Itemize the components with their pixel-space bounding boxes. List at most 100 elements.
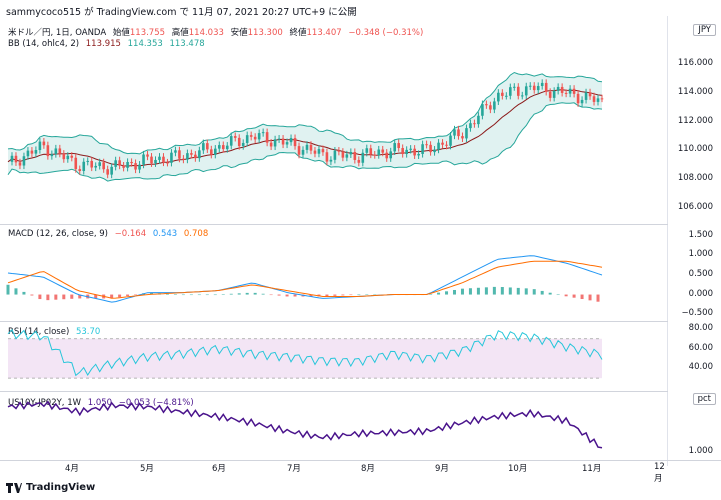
bb-basis-line [7, 89, 603, 167]
candle [353, 152, 357, 160]
candle [10, 155, 14, 162]
candle [473, 123, 476, 125]
candle [568, 88, 572, 94]
candle [441, 142, 444, 145]
candle [186, 153, 189, 160]
candle [425, 144, 428, 146]
macd-histogram-bar [285, 294, 289, 297]
candle [217, 145, 221, 149]
candle [74, 157, 78, 170]
macd-signal-value: 0.708 [183, 229, 209, 239]
footer-brand: TradingView [26, 482, 96, 493]
symbol-name[interactable]: 米ドル／円, 1日, OANDA [8, 28, 107, 38]
time-axis-label: 6月 [212, 464, 226, 474]
macd-histogram-bar [94, 294, 98, 299]
candle [333, 150, 337, 160]
macd-tick-label: 1.000 [688, 249, 713, 260]
candle [580, 99, 584, 104]
high-label: 高値 [171, 28, 189, 38]
candle [194, 154, 197, 159]
macd-histogram-bar [484, 287, 488, 295]
candle [437, 142, 440, 150]
candle [305, 144, 309, 150]
macd-histogram-bar [150, 292, 154, 295]
candle [600, 98, 604, 100]
candle [584, 92, 588, 100]
pct-badge[interactable]: pct [692, 393, 716, 405]
candle [261, 132, 265, 134]
macd-histogram-bar [524, 288, 528, 295]
candle [190, 153, 193, 155]
spread-name[interactable]: US10Y-JP02Y, 1W [8, 398, 82, 408]
candle [405, 149, 408, 155]
time-axis[interactable]: 4月 5月 6月 7月 8月 9月 10月 11月 12月 [0, 462, 668, 484]
candle [130, 161, 133, 164]
candle [154, 159, 157, 164]
candle [365, 148, 369, 153]
candle [536, 86, 540, 91]
macd-signal-line [7, 260, 603, 299]
pane-separator-spread[interactable] [0, 391, 668, 392]
macd-histogram-bar [429, 293, 433, 295]
candle [38, 141, 42, 151]
candle [345, 154, 349, 158]
candle [273, 139, 277, 147]
macd-name[interactable]: MACD (12, 26, close, 9) [8, 229, 108, 239]
candle [106, 169, 109, 175]
candle [98, 162, 101, 166]
candle [377, 149, 381, 156]
candle [269, 142, 273, 147]
candle [520, 95, 524, 97]
price-axis[interactable] [667, 16, 721, 466]
candle [102, 162, 105, 170]
bb-legend: BB (14, ohlc4, 2) 113.915 114.353 113.47… [8, 39, 209, 49]
candle [572, 88, 576, 94]
candle [70, 155, 74, 158]
macd-histogram-bar [165, 293, 169, 295]
candle [341, 151, 345, 158]
change-value: −0.348 (−0.31%) [348, 28, 424, 38]
macd-histogram-bar [492, 286, 496, 295]
macd-line-value: 0.543 [152, 229, 178, 239]
candle [528, 85, 532, 87]
pane-separator-macd[interactable] [0, 224, 668, 225]
bb-name[interactable]: BB (14, ohlc4, 2) [8, 39, 80, 49]
spread-value: 1.050 [87, 398, 113, 408]
candle [249, 135, 253, 137]
currency-badge[interactable]: JPY [693, 24, 716, 36]
spread-tick-label: 1.000 [688, 445, 713, 456]
macd-histogram-bar [365, 294, 369, 296]
macd-histogram-bar [548, 292, 552, 295]
candle [18, 162, 22, 166]
candle [202, 143, 205, 151]
macd-histogram-bar [437, 292, 441, 295]
candle [46, 145, 50, 157]
candle [357, 159, 361, 163]
macd-histogram-bar [341, 294, 345, 296]
chart-canvas[interactable] [0, 0, 668, 460]
candle [313, 150, 317, 154]
macd-histogram-bar [189, 294, 193, 296]
candle [381, 149, 385, 153]
candle [501, 92, 504, 96]
candle [576, 93, 580, 104]
rsi-name[interactable]: RSI (14, close) [8, 327, 70, 337]
candle [477, 115, 480, 125]
macd-hist-value: −0.164 [114, 229, 147, 239]
macd-histogram-bar [38, 294, 42, 300]
rsi-legend: RSI (14, close) 53.70 [8, 327, 104, 337]
bb-lower-line [7, 102, 603, 182]
candle [241, 142, 245, 147]
close-value: 113.407 [306, 28, 342, 38]
candle [293, 138, 297, 147]
candle [361, 152, 365, 163]
footer: TradingView [6, 482, 95, 493]
candle [289, 138, 293, 143]
time-axis-label: 5月 [140, 464, 154, 474]
rsi-tick-label: 80.00 [688, 322, 713, 333]
macd-histogram-bar [269, 294, 273, 296]
candle [210, 149, 213, 155]
pane-separator-rsi[interactable] [0, 321, 668, 322]
candle [66, 155, 70, 160]
macd-histogram-bar [245, 292, 249, 295]
